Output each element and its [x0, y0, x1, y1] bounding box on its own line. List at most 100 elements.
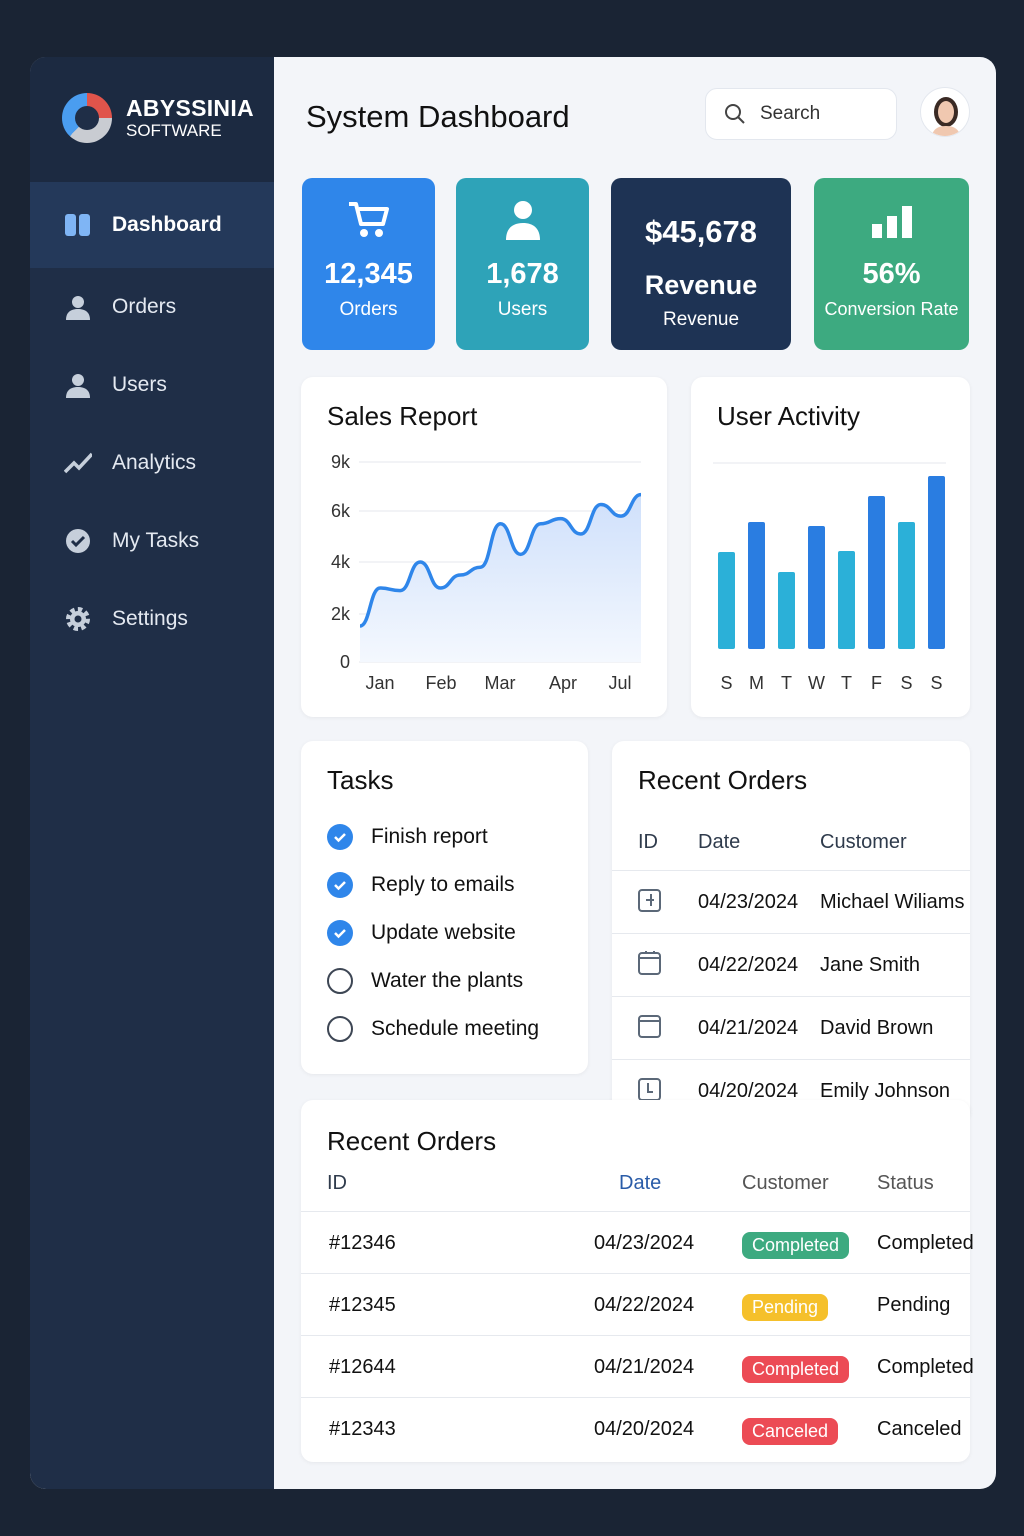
unchecked-icon[interactable] [327, 968, 353, 994]
sidebar-item-dashboard[interactable]: Dashboard [30, 182, 274, 268]
table-row[interactable]: #12343 04/20/2024 Canceled Canceled [301, 1397, 970, 1459]
task-item[interactable]: Update website [327, 920, 516, 946]
avatar[interactable] [920, 87, 970, 137]
order-status: Canceled [877, 1418, 962, 1440]
y-tick-label: 2k [331, 604, 351, 624]
column-header: Customer [820, 831, 907, 853]
table-row[interactable]: #12345 04/22/2024 Pending Pending [301, 1273, 970, 1335]
checked-icon[interactable] [327, 872, 353, 898]
search-icon [725, 104, 745, 124]
checked-icon[interactable] [327, 824, 353, 850]
x-tick-label: W [808, 673, 825, 693]
card-title: Recent Orders [638, 765, 808, 795]
bar [718, 552, 735, 649]
task-label: Reply to emails [371, 873, 515, 896]
x-tick-label: S [900, 673, 912, 693]
stat-value: 56% [862, 258, 921, 290]
sidebar-item-orders[interactable]: Orders [30, 268, 274, 346]
bar [838, 551, 855, 649]
column-header: ID [327, 1172, 347, 1194]
stat-value: 1,678 [486, 258, 559, 290]
stat-card-conversion[interactable]: 56% Conversion Rate [814, 178, 969, 350]
order-date: 04/20/2024 [698, 1080, 799, 1102]
trend-icon [64, 449, 92, 477]
search-input[interactable]: Search [705, 88, 897, 140]
brand-sub: SOFTWARE [126, 121, 222, 140]
x-tick-label: F [871, 673, 882, 693]
x-tick-label: Feb [425, 673, 456, 693]
sidebar-item-analytics[interactable]: Analytics [30, 424, 274, 502]
table-row[interactable]: 04/22/2024 Jane Smith [612, 933, 970, 995]
user-icon [64, 293, 92, 321]
sidebar-item-label: Dashboard [112, 213, 222, 236]
status-badge: Completed [742, 1232, 850, 1259]
order-date: 04/22/2024 [698, 954, 799, 976]
order-date: 04/23/2024 [698, 891, 799, 913]
y-tick-label: 4k [331, 552, 351, 572]
stat-label: Revenue [662, 309, 740, 330]
card-title: Tasks [327, 765, 394, 795]
order-customer: Michael Wiliams [820, 891, 965, 913]
table-row[interactable]: #12346 04/23/2024 Completed Completed [301, 1211, 974, 1273]
sidebar-item-my-tasks[interactable]: My Tasks [30, 502, 274, 580]
checked-icon[interactable] [327, 920, 353, 946]
x-tick-label: Apr [549, 673, 577, 693]
bar [778, 572, 795, 649]
stat-card-users[interactable]: 1,678 Users [456, 178, 589, 350]
table-row[interactable]: #12644 04/21/2024 Completed Completed [301, 1335, 974, 1397]
order-customer: David Brown [820, 1017, 934, 1039]
order-date: 04/23/2024 [594, 1232, 695, 1254]
order-id: #12346 [329, 1232, 396, 1254]
sales-chart: 0 2k 4k 6k 9k Jan Feb Mar Apr Jul [331, 452, 642, 693]
sales-report-card: Sales Report 0 2k 4k 6k 9k Jan Feb Mar Apr Jul [301, 377, 667, 717]
task-label: Schedule meeting [371, 1017, 540, 1040]
column-header: Date [619, 1172, 662, 1194]
card-title: User Activity [717, 401, 861, 431]
table-row[interactable]: 04/23/2024 Michael Wiliams [612, 870, 970, 932]
stat-label: Conversion Rate [824, 299, 959, 319]
order-date: 04/21/2024 [698, 1017, 799, 1039]
column-header: Status [877, 1172, 934, 1194]
stat-value: 12,345 [324, 258, 413, 290]
sidebar-nav: Dashboard Orders Users Analytics My Task… [30, 182, 274, 658]
user-icon [456, 178, 589, 240]
plus-square-icon [638, 887, 662, 919]
order-status: Pending [877, 1294, 951, 1316]
sidebar-item-label: My Tasks [112, 529, 200, 552]
stat-heading: Revenue [644, 270, 758, 300]
sidebar-item-label: Orders [112, 295, 177, 318]
task-item[interactable]: Finish report [327, 824, 488, 850]
order-id: #12644 [329, 1356, 396, 1378]
dashboard-icon [64, 211, 92, 239]
window-icon [638, 1013, 662, 1045]
stat-card-orders[interactable]: 12,345 Orders [302, 178, 435, 350]
order-status: Completed [877, 1232, 974, 1254]
search-placeholder: Search [760, 103, 821, 124]
status-badge: Completed [742, 1356, 850, 1383]
order-date: 04/20/2024 [594, 1418, 695, 1440]
bar [868, 496, 885, 649]
user-icon [64, 371, 92, 399]
task-item[interactable]: Reply to emails [327, 872, 515, 898]
x-tick-label: Jul [608, 673, 631, 693]
stat-card-revenue[interactable]: $45,678 Revenue Revenue [611, 178, 791, 350]
unchecked-icon[interactable] [327, 1016, 353, 1042]
column-header: Date [698, 831, 741, 853]
column-header: ID [638, 831, 658, 853]
task-label: Water the plants [371, 969, 524, 992]
table-row[interactable]: 04/21/2024 David Brown [612, 996, 970, 1058]
sidebar-item-users[interactable]: Users [30, 346, 274, 424]
card-title: Sales Report [327, 401, 478, 431]
app-window: ABYSSINIA SOFTWARE Dashboard Orders User… [30, 57, 996, 1489]
brand-name: ABYSSINIA [126, 95, 254, 121]
order-date: 04/21/2024 [594, 1356, 695, 1378]
task-item[interactable]: Schedule meeting [327, 1016, 539, 1042]
sidebar-item-settings[interactable]: Settings [30, 580, 274, 658]
check-circle-icon [64, 527, 92, 555]
order-status: Completed [877, 1356, 974, 1378]
bar-chart-icon [814, 178, 969, 240]
task-item[interactable]: Water the plants [327, 968, 523, 994]
logo[interactable]: ABYSSINIA SOFTWARE [62, 93, 254, 143]
stat-label: Users [497, 299, 548, 320]
